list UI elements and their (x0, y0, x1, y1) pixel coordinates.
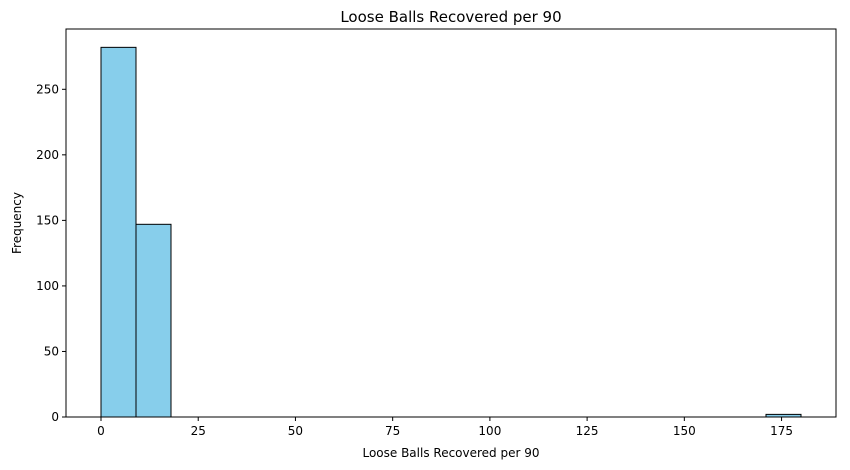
x-tick-label: 25 (191, 424, 206, 438)
y-tick-label: 200 (36, 148, 59, 162)
histogram-bar (135, 223, 172, 418)
x-axis: 0 25 50 75 100 125 150 175 (97, 417, 793, 438)
x-tick-label: 75 (385, 424, 400, 438)
histogram-bar (100, 46, 137, 418)
y-axis-label: Frequency (10, 192, 24, 254)
x-tick-label: 0 (97, 424, 105, 438)
chart-title: Loose Balls Recovered per 90 (340, 8, 561, 26)
y-tick-label: 0 (51, 410, 59, 424)
x-axis-label: Loose Balls Recovered per 90 (362, 446, 539, 460)
x-tick-label: 125 (576, 424, 599, 438)
y-tick-label: 50 (44, 344, 59, 358)
x-tick-label: 100 (478, 424, 501, 438)
y-tick-label: 150 (36, 213, 59, 227)
y-tick-label: 100 (36, 279, 59, 293)
x-tick-label: 50 (288, 424, 303, 438)
x-tick-label: 150 (673, 424, 696, 438)
y-axis: 0 50 100 150 200 250 (36, 82, 66, 424)
x-tick-label: 175 (770, 424, 793, 438)
plot-frame (65, 28, 837, 418)
bars-group (100, 46, 802, 418)
y-tick-label: 250 (36, 82, 59, 96)
